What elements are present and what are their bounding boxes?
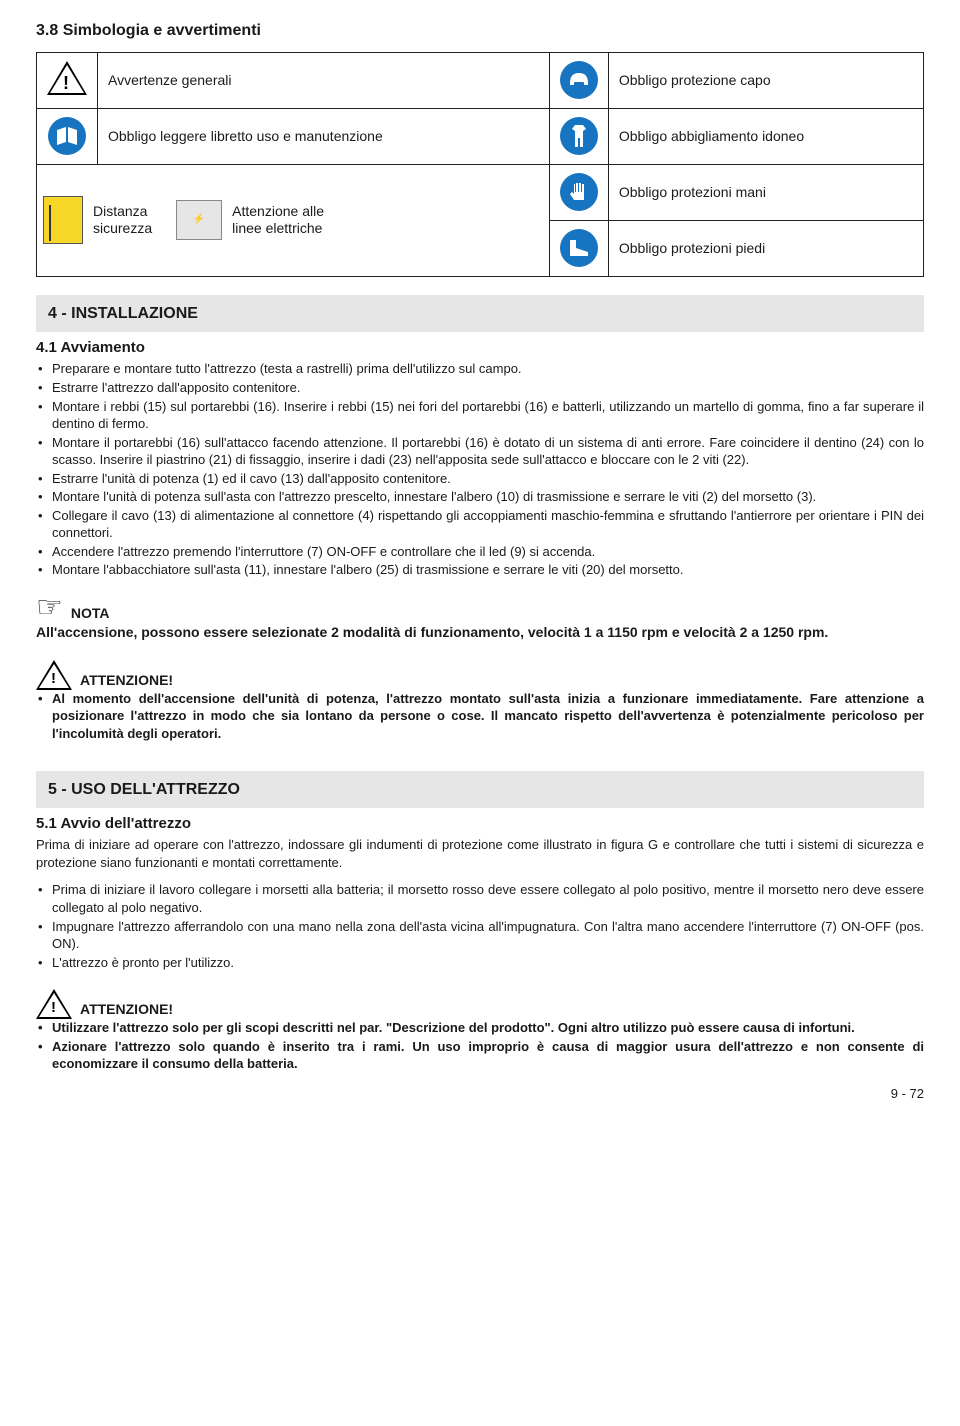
- label-cell: Obbligo protezione capo: [608, 52, 923, 108]
- row3-left-cell: Distanza sicurezza ⚡ Attenzione alle lin…: [37, 164, 550, 276]
- label-cell: Avvertenze generali: [98, 52, 550, 108]
- label-cell: Obbligo leggere libretto uso e manutenzi…: [98, 108, 550, 164]
- section-4-list: Preparare e montare tutto l'attrezzo (te…: [36, 360, 924, 579]
- clothing-icon-cell: [549, 108, 608, 164]
- attenzione-line2: linee elettriche: [232, 220, 322, 236]
- section-3-8-title: 3.8 Simbologia e avvertimenti: [36, 20, 924, 42]
- attenzione-line1: Attenzione alle: [232, 203, 324, 219]
- attention-label: ATTENZIONE!: [80, 1000, 173, 1019]
- distance-safety-block: Distanza sicurezza: [43, 196, 152, 244]
- list-item: Preparare e montare tutto l'attrezzo (te…: [36, 360, 924, 378]
- list-item: Montare i rebbi (15) sul portarebbi (16)…: [36, 398, 924, 433]
- electric-lines-block: ⚡ Attenzione alle linee elettriche: [176, 200, 324, 240]
- list-item: Utilizzare l'attrezzo solo per gli scopi…: [36, 1019, 924, 1037]
- note-row: ☞ NOTA: [36, 593, 924, 623]
- pointing-hand-icon: ☞: [36, 593, 63, 623]
- attention-block: Utilizzare l'attrezzo solo per gli scopi…: [36, 1019, 924, 1073]
- section-5-intro: Prima di iniziare ad operare con l'attre…: [36, 836, 924, 871]
- list-item: Montare l'unità di potenza sull'asta con…: [36, 488, 924, 506]
- list-item: L'attrezzo è pronto per l'utilizzo.: [36, 954, 924, 972]
- table-row: ! Avvertenze generali Obbligo protezione…: [37, 52, 924, 108]
- list-item: Estrarre l'attrezzo dall'apposito conten…: [36, 379, 924, 397]
- overalls-icon: [560, 117, 598, 155]
- section-4-1-title: 4.1 Avviamento: [36, 338, 924, 358]
- section-5-bar: 5 - USO DELL'ATTREZZO: [36, 771, 924, 809]
- list-item: Estrarre l'unità di potenza (1) ed il ca…: [36, 470, 924, 488]
- note-text: All'accensione, possono essere seleziona…: [36, 623, 924, 642]
- label-cell: Obbligo abbigliamento idoneo: [608, 108, 923, 164]
- list-item: Al momento dell'accensione dell'unità di…: [36, 690, 924, 743]
- gloves-icon: [560, 173, 598, 211]
- symbols-table: ! Avvertenze generali Obbligo protezione…: [36, 52, 924, 277]
- warning-triangle-icon: !: [36, 989, 72, 1019]
- table-row: Distanza sicurezza ⚡ Attenzione alle lin…: [37, 164, 924, 220]
- list-item: Azionare l'attrezzo solo quando è inseri…: [36, 1038, 924, 1073]
- table-row: Obbligo leggere libretto uso e manutenzi…: [37, 108, 924, 164]
- warning-icon-cell: !: [37, 52, 98, 108]
- list-item: Impugnare l'attrezzo afferrandolo con un…: [36, 918, 924, 953]
- attention-block: Al momento dell'accensione dell'unità di…: [36, 690, 924, 743]
- read-manual-icon-cell: [37, 108, 98, 164]
- hand-protection-icon-cell: [549, 164, 608, 220]
- foot-protection-icon-cell: [549, 220, 608, 276]
- boots-icon: [560, 229, 598, 267]
- list-item: Prima di iniziare il lavoro collegare i …: [36, 881, 924, 916]
- book-icon: [48, 117, 86, 155]
- label-cell: Obbligo protezioni piedi: [608, 220, 923, 276]
- note-label: NOTA: [71, 604, 110, 623]
- warning-triangle-icon: !: [47, 61, 87, 95]
- distanza-line2: sicurezza: [93, 220, 152, 236]
- list-item: Accendere l'attrezzo premendo l'interrut…: [36, 543, 924, 561]
- list-item: Collegare il cavo (13) di alimentazione …: [36, 507, 924, 542]
- section-4-bar: 4 - INSTALLAZIONE: [36, 295, 924, 333]
- power-lines-icon: ⚡: [176, 200, 222, 240]
- attention-row: ! ATTENZIONE!: [36, 989, 924, 1019]
- distance-sign-icon: [43, 196, 83, 244]
- attention-row: ! ATTENZIONE!: [36, 660, 924, 690]
- attention-label: ATTENZIONE!: [80, 671, 173, 690]
- label-cell: Obbligo protezioni mani: [608, 164, 923, 220]
- head-protection-icon-cell: [549, 52, 608, 108]
- distanza-line1: Distanza: [93, 203, 147, 219]
- page-number: 9 - 72: [36, 1085, 924, 1103]
- list-item: Montare l'abbacchiatore sull'asta (11), …: [36, 561, 924, 579]
- list-item: Montare il portarebbi (16) sull'attacco …: [36, 434, 924, 469]
- helmet-icon: [560, 61, 598, 99]
- section-5-1-title: 5.1 Avvio dell'attrezzo: [36, 814, 924, 834]
- warning-triangle-icon: !: [36, 660, 72, 690]
- section-5-list: Prima di iniziare il lavoro collegare i …: [36, 881, 924, 971]
